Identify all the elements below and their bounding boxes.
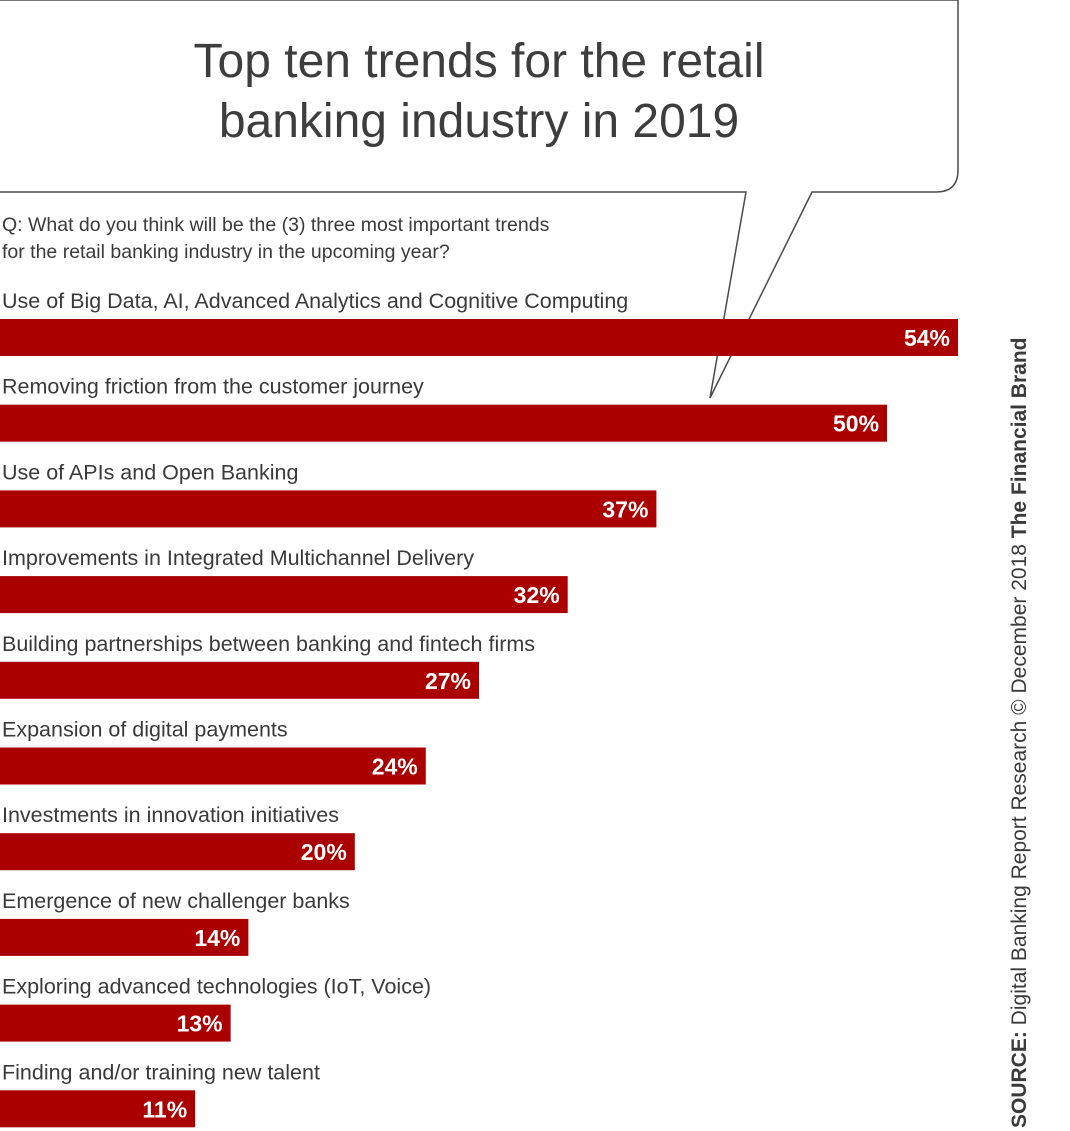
copyright-symbol: ©	[1008, 699, 1031, 715]
category-label: Use of Big Data, AI, Advanced Analytics …	[2, 289, 628, 313]
category-label: Use of APIs and Open Banking	[2, 460, 298, 484]
category-label: Investments in innovation initiatives	[2, 803, 339, 827]
category-label: Emergence of new challenger banks	[2, 889, 350, 913]
question-line-1: Q: What do you think will be the (3) thr…	[2, 214, 550, 236]
bar-value-label: 20%	[301, 839, 347, 865]
bar-value-label: 54%	[904, 325, 950, 351]
bar-value-label: 32%	[514, 582, 560, 608]
bar	[0, 576, 568, 614]
source-brand: The Financial Brand	[1008, 337, 1031, 539]
bar	[0, 319, 958, 356]
bar-value-label: 11%	[142, 1096, 187, 1122]
bar	[0, 1090, 196, 1128]
bar	[0, 918, 249, 956]
chart-title: Top ten trends for the retail banking in…	[0, 32, 958, 152]
source-date: December 2018	[1008, 544, 1031, 694]
bar-chart: Use of Big Data, AI, Advanced Analytics …	[0, 289, 958, 1128]
bar	[0, 833, 355, 871]
speech-bubble	[0, 0, 959, 399]
source-text: Digital Banking Report Research	[1008, 720, 1031, 1026]
bar-value-label: 13%	[177, 1011, 223, 1037]
category-label: Exploring advanced technologies (IoT, Vo…	[2, 975, 431, 999]
title-line-2: banking industry in 2019	[218, 95, 740, 148]
category-label: Expansion of digital payments	[2, 718, 288, 742]
source-credit: SOURCE: Digital Banking Report Research …	[1008, 338, 1032, 1128]
bar-value-label: 14%	[194, 925, 240, 951]
category-label: Finding and/or training new talent	[2, 1060, 320, 1084]
category-label: Removing friction from the customer jour…	[2, 375, 424, 399]
category-label: Improvements in Integrated Multichannel …	[2, 546, 474, 570]
bar-value-label: 50%	[833, 411, 879, 437]
bar	[0, 1004, 231, 1042]
bar-value-label: 27%	[425, 668, 471, 694]
question-line-2: for the retail banking industry in the u…	[2, 241, 450, 263]
source-label: SOURCE:	[1008, 1031, 1031, 1128]
survey-question: Q: What do you think will be the (3) thr…	[2, 212, 642, 266]
bar	[0, 747, 426, 785]
title-line-1: Top ten trends for the retail	[193, 35, 765, 88]
bar-value-label: 37%	[602, 496, 648, 522]
bar	[0, 490, 657, 528]
category-label: Building partnerships between banking an…	[2, 632, 535, 656]
bar	[0, 404, 888, 442]
bar	[0, 661, 479, 699]
bar-value-label: 24%	[372, 754, 418, 780]
